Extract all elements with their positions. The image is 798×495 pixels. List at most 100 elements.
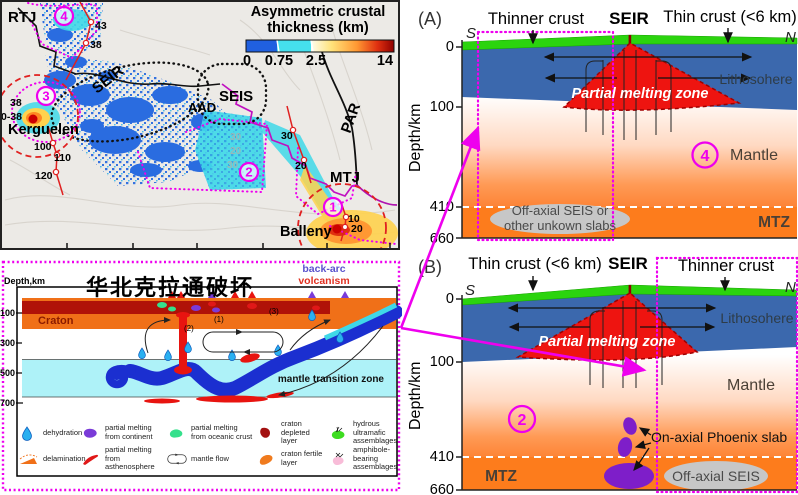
depth-axis-label: Depth/km [407,362,424,430]
legend-label: delamination [43,453,86,463]
region2-marker-number: 2 [518,412,527,429]
colorbar: Asymmetric crustal thickness (km) 0 0.75… [243,4,395,69]
legend-label: amphibole-bearing assemblages [353,445,398,472]
partial-melting-label: Partial melting zone [572,86,709,102]
svg-text:30: 30 [281,130,293,142]
backarc-volcanism-label: back-arc volcanism [294,263,354,287]
panel-a: (A) Thinner crust SEIR Thin crust (<6 km… [407,8,798,247]
hotspot-dashed-circles [1,74,387,249]
phoenix-arrows [633,427,652,471]
legend-mantle-flow: mantle flow [166,451,256,467]
offaxial-seis-label: Off-axial SEIS [672,468,760,484]
mantle-label: Mantle [730,147,778,164]
balleny-label: Balleny [280,224,332,240]
svg-text:100: 100 [430,354,454,370]
colorbar-title-line1: Asymmetric crustal [251,4,386,20]
thin-crust-label: Thin crust (<6 km) [663,8,796,26]
depth-tick-labels: 0 100 410 660 [430,39,454,247]
offaxial-slab-line2: other unkown slabs [504,218,617,233]
region2-marker: 2 [238,161,260,183]
south-label: S [465,282,475,299]
thin-crust-label: Thin crust (<6 km) [468,255,601,273]
legend-label: hydrous ultramafic assemblages [353,419,398,446]
legend-label: dehydration [43,427,83,437]
hydrous-ultramafic-icon [331,426,345,440]
ncc-flow-lines [144,317,384,397]
svg-text:0-38: 0-38 [1,111,22,123]
legend-hydrous-ultramafic: hydrous ultramafic assemblages [328,419,398,446]
svg-text:2: 2 [245,165,252,180]
svg-text:700: 700 [0,398,15,408]
legend-label: mantle flow [191,453,229,463]
panel-a-section [456,34,798,239]
svg-text:300: 300 [0,338,15,348]
mtz-label: MTZ [758,214,790,231]
ncc-volcanoes [168,291,349,298]
svg-text:30: 30 [227,160,239,171]
thinner-crust-label: Thinner crust [488,10,585,28]
panel-b-section [456,284,798,491]
ncc-tick-marks [16,312,23,404]
chron-labels: 30 20 30 [227,132,242,171]
region4-marker-number: 4 [701,148,710,165]
pm-asthenosphere-icon [83,454,99,465]
svg-text:3: 3 [42,89,49,104]
legend-label: partial melting from asthenosphere [105,445,155,472]
ridge-axis-tick [628,285,632,295]
svg-text:0: 0 [446,39,454,55]
ncc-graphics: Depth,km 100 300 500 700 [0,260,402,492]
backarc-line2: volcanism [298,275,350,288]
svg-text:410: 410 [430,449,454,465]
north-label: N [785,29,796,46]
dehydration-icon [22,426,32,441]
seir-ridge-line [17,7,221,88]
colorbar-title-line2: thickness (km) [267,20,369,36]
ncc-depth-axis-label: Depth,km [4,276,45,286]
legend-label: partial melting from oceanic crust [191,423,253,441]
partial-melting-zone [562,42,742,111]
svg-text:2.5: 2.5 [306,53,326,69]
svg-text:10: 10 [348,213,360,225]
mtj-label: MTJ [330,169,360,186]
offaxial-slab-blob [664,461,768,491]
offaxial-slab-blob [490,204,630,234]
aad-label: AAD [188,100,216,115]
seir-label: SEIR [608,254,648,273]
offaxial-slab-line1: Off-axial SEIS or [512,203,609,218]
svg-text:660: 660 [430,482,454,495]
svg-text:20: 20 [295,160,307,172]
par-ridge-line [321,51,358,186]
svg-text:20: 20 [230,146,242,157]
svg-text:110: 110 [54,152,71,164]
ncc-section: (1) (2) (3) Craton mantle transition zon… [22,291,402,404]
ncc-title: 华北克拉通破坏 [86,275,255,300]
svg-text:0.75: 0.75 [265,53,293,69]
lithosphere-label: Lithosohere [719,71,792,87]
svg-text:0: 0 [243,53,251,69]
partial-melting-label: Partial melting zone [539,334,676,350]
ncc-legend: dehydration partial melting from contine… [18,419,398,472]
panel-a-tag: (A) [418,9,442,29]
map-panel: 30 20 30 4 3 2 [0,0,400,250]
svg-text:500: 500 [0,368,15,378]
legend-craton-fertile: craton fertile layer [256,449,328,467]
svg-text:20: 20 [351,223,363,235]
ncc-slab-curl [105,365,136,389]
south-label: S [466,25,476,42]
svg-text:410: 410 [430,199,454,215]
phoenix-slab-label: On-axial Phoenix slab [651,429,787,445]
region2-marker-circle [507,404,537,434]
legend-pm-continent: partial melting from continent [80,423,166,441]
mantle-label: Mantle [727,377,775,394]
region-markers: 4 3 2 1 [35,5,344,218]
svg-text:4: 4 [60,9,68,24]
pm-continent-icon [83,428,97,438]
ncc-slab-cyan-edge [323,302,398,341]
svg-text:(2): (2) [184,324,194,333]
delamination-icon [19,454,38,464]
age-labels: 43 38 38 0-38 100 110 120 30 20 10 20 [1,20,363,235]
svg-text:30: 30 [230,132,242,143]
ncc-panel: Depth,km 100 300 500 700 [0,258,402,495]
ncc-flow-labels: (1) (2) (3) [184,307,279,333]
